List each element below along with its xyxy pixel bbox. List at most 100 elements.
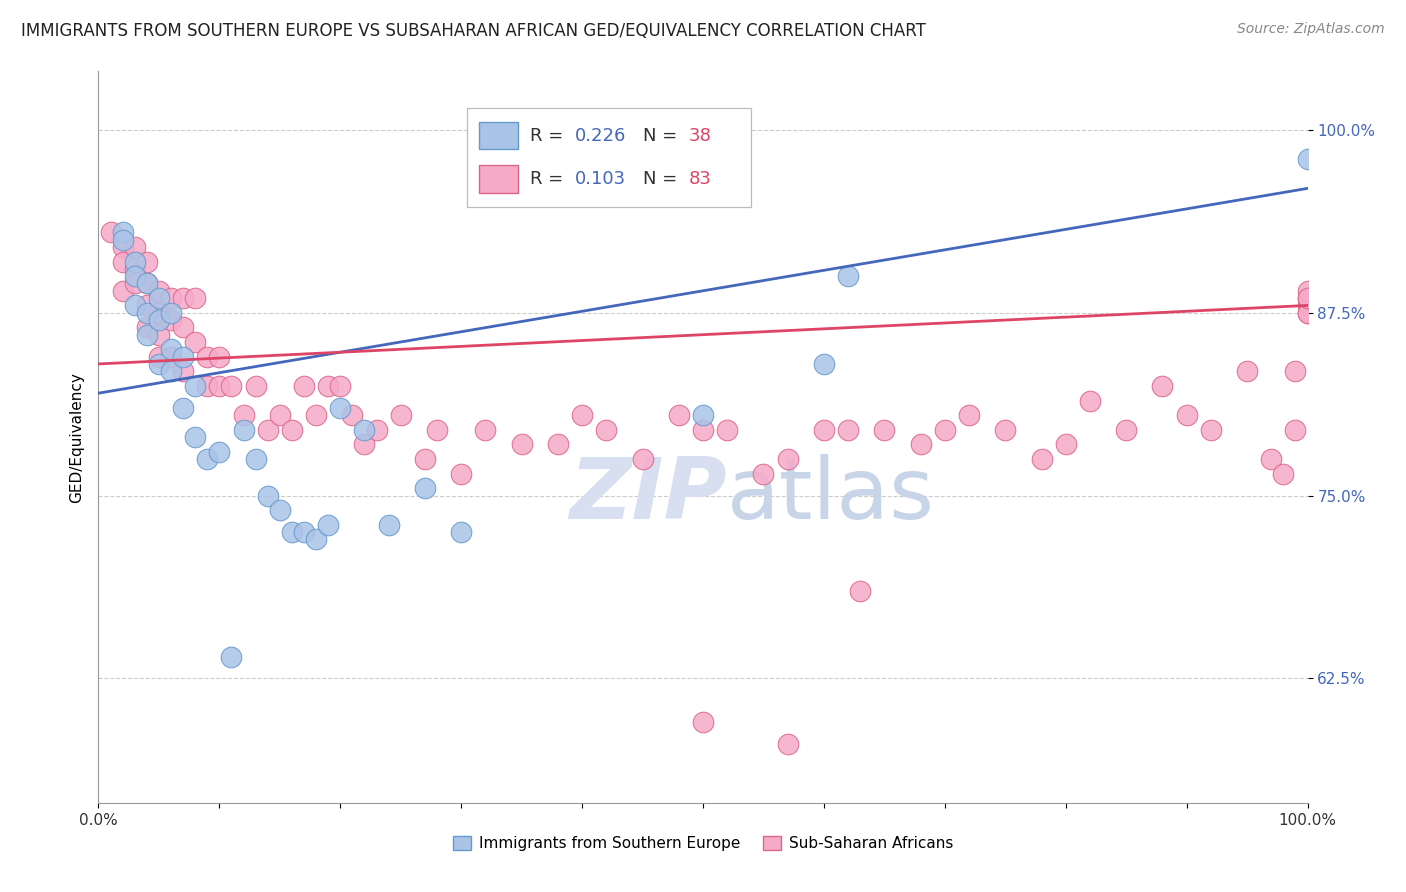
Point — [450, 467, 472, 481]
Point — [281, 525, 304, 540]
Point — [111, 284, 134, 298]
Point — [256, 423, 278, 437]
Point — [124, 277, 146, 291]
Point — [111, 225, 134, 239]
Point — [111, 240, 134, 254]
Point — [910, 437, 932, 451]
Point — [269, 408, 291, 422]
Point — [124, 298, 146, 312]
Point — [111, 233, 134, 247]
Point — [221, 649, 243, 664]
Point — [184, 430, 207, 444]
Point — [994, 423, 1017, 437]
Point — [172, 320, 194, 334]
Point — [305, 408, 328, 422]
Point — [292, 525, 315, 540]
Point — [111, 254, 134, 268]
Point — [172, 291, 194, 305]
Point — [281, 423, 304, 437]
Point — [269, 503, 291, 517]
Point — [148, 291, 170, 305]
Point — [547, 437, 569, 451]
Point — [135, 298, 157, 312]
Legend: Immigrants from Southern Europe, Sub-Saharan Africans: Immigrants from Southern Europe, Sub-Sah… — [447, 830, 959, 857]
Point — [135, 277, 157, 291]
Point — [221, 379, 243, 393]
Point — [1236, 364, 1258, 378]
Point — [148, 284, 170, 298]
Point — [813, 357, 835, 371]
Point — [1078, 393, 1101, 408]
Y-axis label: GED/Equivalency: GED/Equivalency — [69, 372, 84, 502]
Point — [1296, 291, 1319, 305]
Text: ZIP: ZIP — [569, 454, 727, 537]
Point — [1054, 437, 1077, 451]
Point — [353, 423, 375, 437]
Point — [1296, 152, 1319, 166]
Point — [208, 444, 231, 458]
Point — [342, 408, 364, 422]
Point — [100, 225, 122, 239]
Point — [1199, 423, 1222, 437]
Point — [195, 452, 218, 467]
Point — [195, 350, 218, 364]
Point — [148, 327, 170, 342]
Point — [329, 401, 352, 415]
Point — [1260, 452, 1282, 467]
Point — [1152, 379, 1174, 393]
Point — [813, 423, 835, 437]
Point — [135, 254, 157, 268]
Point — [148, 313, 170, 327]
Point — [1296, 291, 1319, 305]
Point — [957, 408, 980, 422]
Point — [184, 334, 207, 349]
Point — [135, 306, 157, 320]
Point — [450, 525, 472, 540]
Point — [148, 357, 170, 371]
Point — [692, 408, 714, 422]
Point — [245, 379, 267, 393]
Point — [692, 715, 714, 730]
Point — [413, 481, 436, 495]
Point — [366, 423, 388, 437]
Point — [1296, 284, 1319, 298]
Point — [1296, 306, 1319, 320]
Point — [1284, 364, 1306, 378]
Point — [160, 291, 183, 305]
Point — [124, 261, 146, 276]
Point — [316, 379, 339, 393]
Point — [208, 379, 231, 393]
Point — [124, 240, 146, 254]
Point — [571, 408, 593, 422]
Point — [752, 467, 775, 481]
Point — [245, 452, 267, 467]
Point — [377, 517, 399, 532]
Text: atlas: atlas — [727, 454, 935, 537]
Text: IMMIGRANTS FROM SOUTHERN EUROPE VS SUBSAHARAN AFRICAN GED/EQUIVALENCY CORRELATIO: IMMIGRANTS FROM SOUTHERN EUROPE VS SUBSA… — [21, 22, 927, 40]
Point — [124, 254, 146, 268]
Point — [510, 437, 533, 451]
Point — [413, 452, 436, 467]
Point — [1272, 467, 1295, 481]
Point — [1175, 408, 1198, 422]
Point — [195, 379, 218, 393]
Point — [160, 364, 183, 378]
Point — [148, 350, 170, 364]
Point — [160, 306, 183, 320]
Point — [1296, 306, 1319, 320]
Point — [135, 277, 157, 291]
Point — [1284, 423, 1306, 437]
Point — [160, 350, 183, 364]
Point — [232, 423, 254, 437]
Point — [256, 489, 278, 503]
Point — [160, 313, 183, 327]
Point — [184, 291, 207, 305]
Point — [595, 423, 617, 437]
Point — [389, 408, 412, 422]
Point — [474, 423, 496, 437]
Point — [305, 533, 328, 547]
Point — [1031, 452, 1053, 467]
Point — [160, 343, 183, 357]
Point — [1296, 298, 1319, 312]
Point — [232, 408, 254, 422]
